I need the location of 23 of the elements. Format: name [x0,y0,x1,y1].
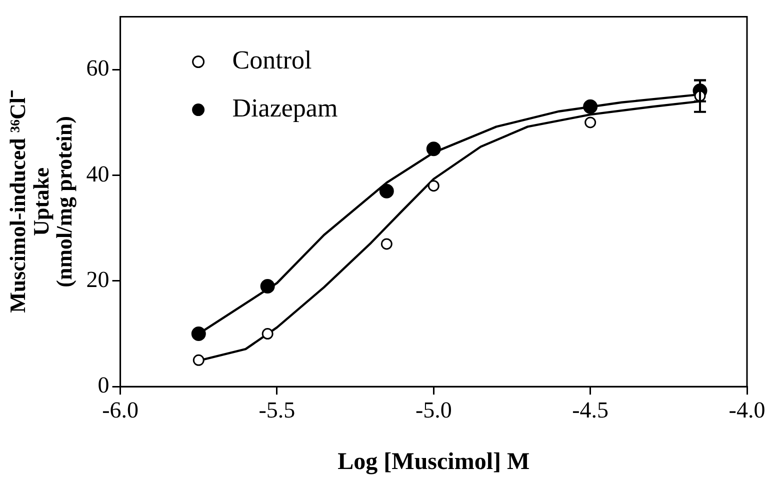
x-tick-label: -5.5 [258,397,296,422]
x-tick-label: -5.0 [415,397,452,422]
x-tick-label: -4.0 [728,397,766,422]
y-tick-label: 60 [86,56,110,81]
point [583,99,598,114]
point [262,328,274,340]
x-tick-label: -6.0 [102,397,139,422]
y-axis-title: Muscimol-induced ³⁶Cl⁻ Uptake (nmol/mg protein) [5,89,76,313]
point [428,180,440,192]
point [191,326,206,342]
point [584,116,596,128]
legend-label: Control [232,46,312,75]
x-axis-title: Log [Muscimol] M [338,448,530,475]
point [380,238,392,250]
y-tick-label: 20 [86,266,110,292]
point [260,278,275,294]
point [192,354,204,366]
point [426,142,441,156]
x-tick-label: -4.5 [572,397,609,422]
point [379,184,394,198]
legend-label: Diazepam [232,94,338,123]
y-tick-label: 0 [98,372,110,398]
y-tick-label: 40 [86,161,110,186]
